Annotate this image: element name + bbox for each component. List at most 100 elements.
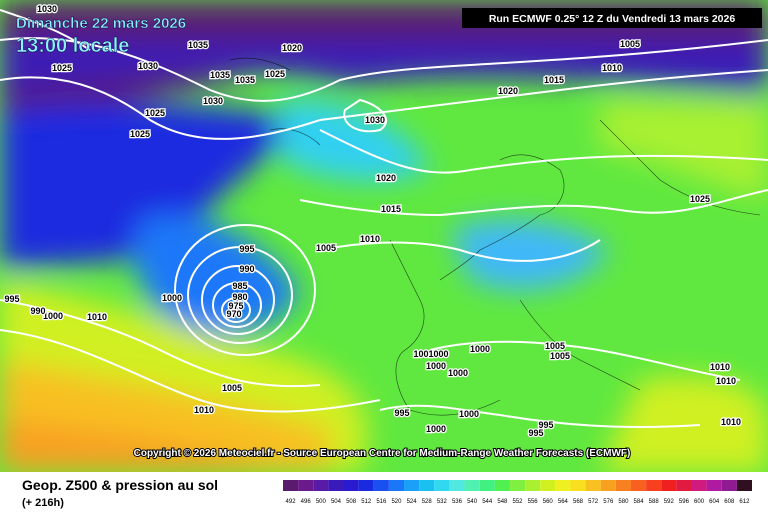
legend-label: 492: [286, 499, 297, 505]
legend-swatch: [328, 480, 344, 491]
legend-swatch: [373, 480, 389, 491]
legend-label: 600: [694, 499, 705, 505]
legend-swatch: [555, 480, 571, 491]
footer: [0, 472, 768, 512]
forecast-time: 13:00 locale: [16, 35, 129, 57]
legend-label: 560: [543, 499, 554, 505]
legend-swatch: [721, 480, 737, 491]
isobar-label: 985: [232, 281, 247, 291]
isobar-label: 1010: [602, 63, 622, 73]
isobar-label: 995: [4, 294, 19, 304]
legend-swatch: [388, 480, 405, 491]
isobar-label: 1035: [188, 40, 208, 50]
legend-label: 580: [618, 499, 629, 505]
run-box: [462, 8, 762, 28]
footer-title: Geop. Z500 & pression au sol: [22, 477, 218, 493]
copyright: Copyright © 2026 Meteociel.fr - Source E…: [134, 448, 631, 459]
isobar-label: 1025: [52, 63, 72, 73]
isobar-label: 1000: [470, 344, 490, 354]
isobar-label: 975: [228, 301, 243, 311]
legend-swatch: [570, 480, 586, 491]
legend-swatch: [630, 480, 647, 491]
legend-label: 520: [391, 499, 402, 505]
isobar-label: 1030: [138, 61, 158, 71]
isobar-label: 1030: [37, 4, 57, 14]
legend-swatch: [661, 480, 677, 491]
isobar-label: 995: [538, 420, 553, 430]
legend-label: 528: [422, 499, 433, 505]
legend-label: 608: [724, 499, 735, 505]
isobar-label: 1020: [282, 43, 302, 53]
legend-label: 532: [437, 499, 448, 505]
legend-swatch: [434, 480, 450, 491]
isobar-label: 995: [528, 428, 543, 438]
legend-label: 556: [528, 499, 539, 505]
legend-swatch: [676, 480, 692, 491]
isobar-label: 1005: [316, 243, 336, 253]
isobar-label: 1025: [130, 129, 150, 139]
legend-label: 536: [452, 499, 463, 505]
isobar-label: 1010: [721, 417, 741, 427]
legend-label: 524: [407, 499, 418, 505]
isobar-label: 1010: [194, 405, 214, 415]
isobar-label: 1025: [690, 194, 710, 204]
isobar-label: 1010: [710, 362, 730, 372]
legend-swatch: [600, 480, 616, 491]
legend-label: 540: [467, 499, 478, 505]
legend-label: 552: [512, 499, 523, 505]
legend-label: 588: [649, 499, 660, 505]
isobar-label: 1000: [448, 368, 468, 378]
isobar-label: 1005: [545, 341, 565, 351]
isobar-label: 1025: [265, 69, 285, 79]
legend-label: 576: [603, 499, 614, 505]
legend-label: 500: [316, 499, 327, 505]
isobar-label: 1000: [426, 361, 446, 371]
field: 1030 1025 1030 1035 1020 1035 1035 1025 1030 1025…: [0, 0, 768, 472]
legend-label: 516: [376, 499, 387, 505]
legend-label: 584: [634, 499, 645, 505]
legend-swatch: [525, 480, 541, 491]
legend: 492 496 500 504 508 512 516 520 524 528 532 536 540 5…: [283, 480, 752, 505]
isobar-label: 1010: [716, 376, 736, 386]
legend-label: 496: [301, 499, 312, 505]
legend-label: 544: [482, 499, 493, 505]
isobar-label: 1001000: [413, 349, 448, 359]
isobar-label: 1025: [145, 108, 165, 118]
isobar-label: 1015: [544, 75, 564, 85]
isobar-label: 1000: [426, 424, 446, 434]
isobar-label: 970: [226, 309, 241, 319]
isobar-label: 990: [30, 306, 45, 316]
isobar-label: 990: [239, 264, 254, 274]
isobar-label: 1020: [376, 173, 396, 183]
forecast-date: Dimanche 22 mars 2026: [16, 15, 186, 32]
legend-label: 604: [709, 499, 720, 505]
legend-swatch: [419, 480, 435, 491]
legend-swatch: [691, 480, 707, 491]
legend-label: 612: [739, 499, 750, 505]
legend-swatch: [449, 480, 465, 491]
legend-swatch: [646, 480, 662, 491]
isobar-label: 1000: [162, 293, 182, 303]
legend-swatch: [343, 480, 359, 491]
legend-swatch: [358, 480, 374, 491]
isobar-labels: 1030 1025 1030 1035 1020 1035 1035 1025 1030 1025…: [3, 3, 742, 440]
isobars: [0, 9, 768, 428]
isobar-label: 1000: [459, 409, 479, 419]
isobar-label: 980: [232, 292, 247, 302]
legend-label: 564: [558, 499, 569, 505]
isobar-label: 995: [394, 408, 409, 418]
isobar-label: 1005: [550, 351, 570, 361]
legend-swatch: [404, 480, 420, 491]
coastlines: [229, 57, 761, 416]
isobar-label: 1020: [498, 86, 518, 96]
legend-swatch: [540, 480, 556, 491]
legend-label: 504: [331, 499, 342, 505]
legend-label: 512: [361, 499, 372, 505]
legend-swatch: [494, 480, 510, 491]
legend-label: 596: [679, 499, 690, 505]
isobar-label: 1010: [360, 234, 380, 244]
legend-swatch: [509, 480, 526, 491]
legend-swatch: [464, 480, 480, 491]
isobar-label: 1035: [210, 70, 230, 80]
legend-swatch: [706, 480, 722, 491]
